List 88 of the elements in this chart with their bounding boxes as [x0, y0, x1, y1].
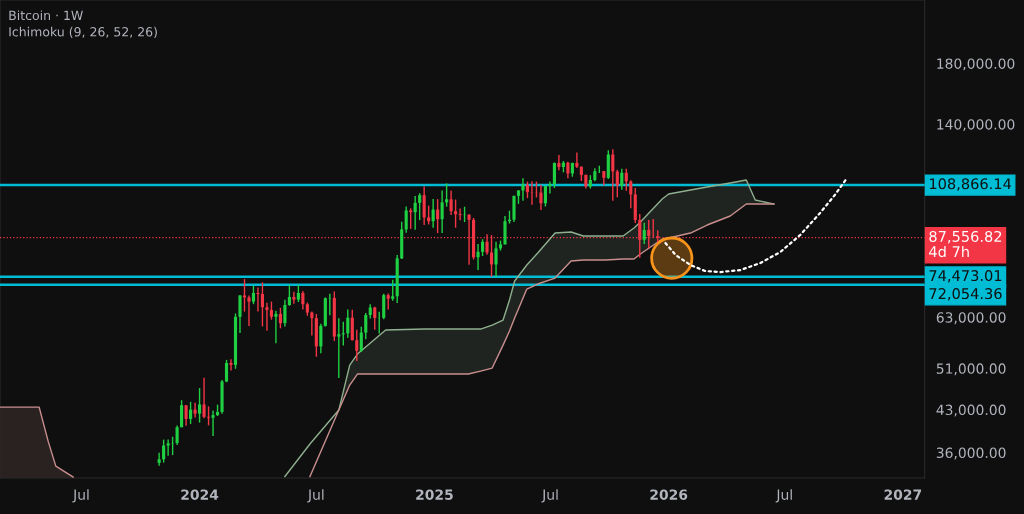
candlestick — [552, 161, 556, 189]
candlestick — [350, 309, 354, 342]
candlestick — [521, 177, 525, 202]
x-tick-label: 2026 — [650, 489, 688, 500]
candlestick — [449, 189, 453, 216]
candlestick — [180, 399, 184, 428]
candlestick — [229, 358, 233, 372]
ref-line-label: 74,473.01 — [929, 270, 1002, 283]
candlestick — [310, 310, 314, 337]
candlestick — [427, 204, 431, 226]
candlestick — [211, 409, 215, 437]
candlestick — [557, 154, 561, 171]
candlestick — [260, 281, 265, 328]
candlestick — [278, 307, 282, 330]
candlestick — [193, 401, 197, 419]
candlestick — [175, 424, 179, 446]
candlestick — [436, 198, 440, 234]
candlestick — [247, 294, 251, 327]
candlestick — [454, 198, 458, 229]
candlestick — [206, 405, 211, 427]
candlestick — [202, 377, 206, 419]
candlestick — [404, 205, 408, 234]
candlestick — [359, 325, 363, 353]
candlestick — [256, 286, 260, 313]
candlestick — [575, 151, 579, 169]
text: Bitcoin · 1W — [9, 10, 83, 21]
x-tick-label: Jul — [307, 489, 324, 503]
candlestick — [287, 284, 291, 307]
line-series — [664, 176, 849, 274]
x-tick-label: Jul — [541, 489, 558, 503]
candlestick — [440, 189, 444, 234]
candlestick — [337, 317, 341, 379]
candlestick — [611, 148, 615, 202]
x-tick-label: Jul — [72, 489, 89, 503]
candlestick — [251, 285, 256, 305]
ref-line-label: 87,556.82 4d 7h — [929, 230, 1002, 258]
candlestick — [620, 168, 624, 191]
candlestick — [265, 302, 269, 332]
candlestick — [189, 401, 193, 425]
candlestick — [642, 222, 646, 245]
candlestick — [197, 387, 202, 424]
candlestick — [476, 243, 480, 271]
y-tick-label: 36,000.00 — [936, 447, 1006, 460]
x-tick-label: 2025 — [416, 489, 453, 500]
candlestick — [629, 179, 633, 209]
candlestick — [238, 294, 242, 334]
candlestick — [391, 278, 395, 302]
candlestick — [301, 290, 305, 311]
candlestick — [157, 451, 161, 467]
candlestick — [292, 291, 296, 305]
candlestick — [606, 149, 610, 180]
candlestick — [283, 299, 287, 328]
candlestick — [445, 182, 449, 208]
candlestick — [224, 359, 229, 383]
candlestick — [615, 169, 619, 198]
ref-line-label: 72,054.36 — [929, 288, 1002, 301]
candlestick — [512, 195, 516, 223]
candlestick — [274, 310, 278, 345]
candlestick — [458, 207, 462, 221]
candlestick — [166, 438, 170, 457]
y-tick-label: 63,000.00 — [936, 312, 1006, 325]
candlestick — [346, 308, 350, 339]
candlestick — [269, 300, 274, 321]
x-tick-label: Jul — [775, 489, 792, 503]
candlestick — [184, 404, 188, 427]
candlestick — [409, 207, 413, 230]
candlestick — [539, 184, 543, 211]
y-tick-label: 51,000.00 — [936, 363, 1006, 376]
x-tick-label: 2027 — [884, 489, 922, 500]
y-tick-label: 140,000.00 — [937, 119, 1015, 132]
candlestick — [364, 312, 368, 341]
x-tick-label: 2024 — [181, 489, 219, 500]
text: Ichimoku (9, 26, 52, 26) — [9, 26, 157, 38]
candlestick — [341, 321, 345, 347]
candlestick — [355, 329, 359, 362]
y-tick-label: 43,000.00 — [936, 404, 1006, 417]
candlestick — [242, 278, 247, 313]
candlestick — [162, 438, 166, 464]
candlestick — [503, 215, 507, 246]
candlestick — [319, 323, 323, 355]
candlestick — [422, 185, 426, 226]
candlestick — [382, 293, 386, 320]
ref-line-label: 108,866.14 — [929, 178, 1012, 191]
candlestick — [418, 192, 422, 221]
candlestick — [548, 180, 552, 195]
candlestick — [413, 195, 417, 231]
candlestick — [494, 241, 498, 278]
y-tick-label: 180,000.00 — [937, 58, 1015, 71]
